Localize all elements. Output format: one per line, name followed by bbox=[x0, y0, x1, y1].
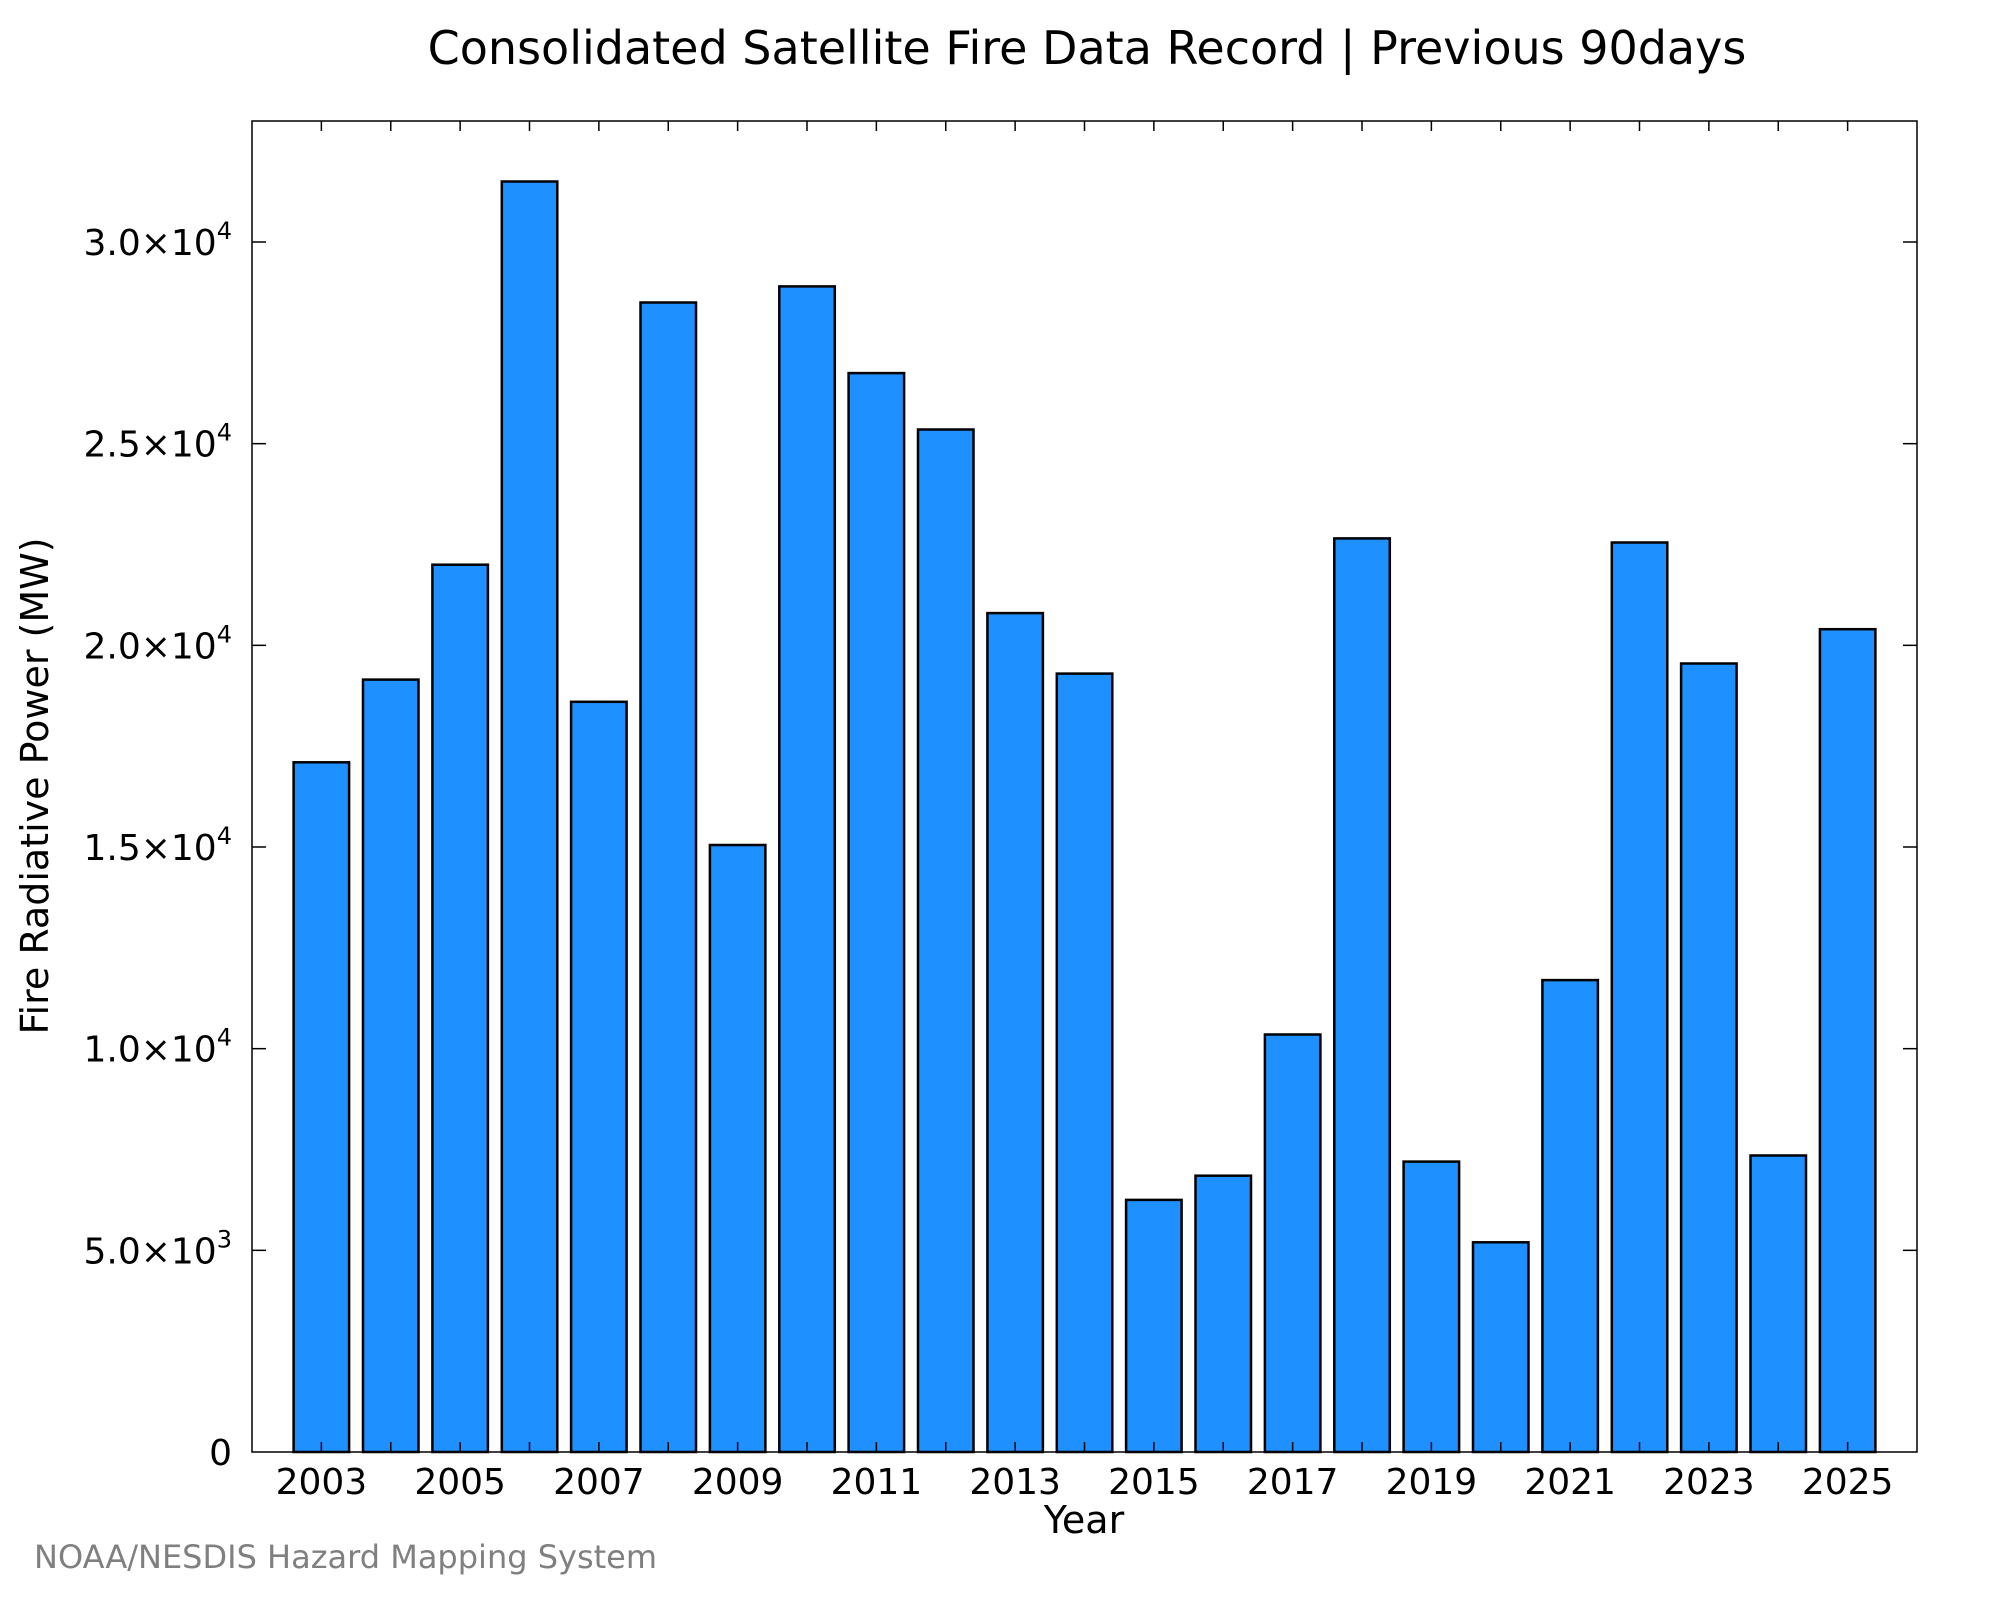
y-axis-label: Fire Radiative Power (MW) bbox=[13, 537, 57, 1034]
bar-2021 bbox=[1541, 978, 1600, 1454]
bar-2023 bbox=[1679, 662, 1738, 1454]
x-tick-label: 2009 bbox=[692, 1462, 784, 1503]
chart-title: Consolidated Satellite Fire Data Record … bbox=[428, 21, 1747, 76]
y-tick-label: 2.5×104 bbox=[83, 419, 232, 466]
bar-2024 bbox=[1749, 1154, 1808, 1454]
bar-2019 bbox=[1402, 1160, 1461, 1454]
y-tick-label: 1.5×104 bbox=[83, 822, 232, 869]
y-tick-label: 5.0×103 bbox=[83, 1225, 232, 1272]
bar-2011 bbox=[847, 371, 906, 1454]
y-axis-ticks: 0 5.0×103 1.0×104 1.5×104 2.0×104 2.5×104 3.0×… bbox=[83, 217, 1917, 1474]
bar-2022 bbox=[1610, 541, 1669, 1454]
bar-2018 bbox=[1333, 537, 1392, 1454]
x-tick-label: 2021 bbox=[1524, 1462, 1616, 1503]
y-tick-label: 3.0×104 bbox=[83, 217, 232, 264]
bar-2013 bbox=[986, 611, 1045, 1454]
source-credit: NOAA/NESDIS Hazard Mapping System bbox=[34, 1538, 658, 1576]
x-axis-label: Year bbox=[1043, 1498, 1125, 1542]
y-tick-label: 2.0×104 bbox=[83, 620, 232, 667]
bar-2005 bbox=[431, 563, 490, 1454]
x-tick-label: 2003 bbox=[276, 1462, 368, 1503]
x-axis-ticks: 2003 2005 2007 2009 2011 2013 2015 2017 2019 2021… bbox=[276, 121, 1894, 1503]
x-tick-label: 2019 bbox=[1386, 1462, 1478, 1503]
x-tick-label: 2005 bbox=[414, 1462, 506, 1503]
bar-2025 bbox=[1818, 627, 1877, 1454]
x-tick-label: 2011 bbox=[831, 1462, 923, 1503]
x-tick-label: 2015 bbox=[1108, 1462, 1200, 1503]
bar-2020 bbox=[1471, 1241, 1530, 1454]
bar-2007 bbox=[569, 700, 628, 1454]
bars-group bbox=[292, 180, 1877, 1454]
bar-2009 bbox=[708, 843, 767, 1454]
y-tick-label: 0 bbox=[209, 1433, 232, 1474]
bar-2004 bbox=[361, 678, 420, 1454]
x-tick-label: 2013 bbox=[969, 1462, 1061, 1503]
bar-2008 bbox=[639, 301, 698, 1454]
bar-2015 bbox=[1124, 1198, 1183, 1454]
bar-2003 bbox=[292, 761, 351, 1454]
bar-2012 bbox=[916, 428, 975, 1454]
y-tick-label: 1.0×104 bbox=[83, 1024, 232, 1071]
bar-2014 bbox=[1055, 672, 1114, 1454]
bar-2010 bbox=[778, 285, 837, 1454]
bar-2006 bbox=[500, 180, 559, 1454]
x-tick-label: 2017 bbox=[1247, 1462, 1339, 1503]
x-tick-label: 2023 bbox=[1663, 1462, 1755, 1503]
bar-2016 bbox=[1194, 1174, 1253, 1454]
bar-2017 bbox=[1263, 1033, 1322, 1454]
x-tick-label: 2025 bbox=[1802, 1462, 1894, 1503]
x-tick-label: 2007 bbox=[553, 1462, 645, 1503]
